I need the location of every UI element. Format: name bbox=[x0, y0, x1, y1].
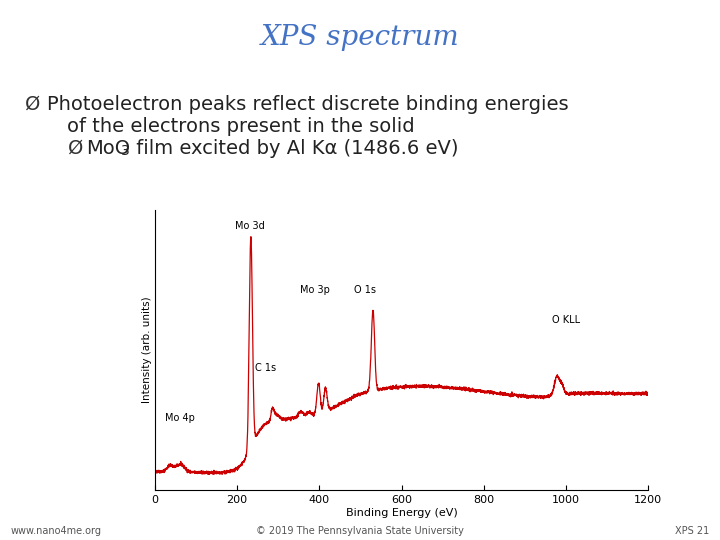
Text: Mo 3p: Mo 3p bbox=[300, 285, 330, 295]
Text: XPS 21: XPS 21 bbox=[675, 525, 709, 536]
X-axis label: Binding Energy (eV): Binding Energy (eV) bbox=[346, 508, 457, 518]
Text: XPS spectrum: XPS spectrum bbox=[261, 24, 459, 51]
Text: Photoelectron peaks reflect discrete binding energies: Photoelectron peaks reflect discrete bin… bbox=[47, 95, 569, 114]
Text: C 1s: C 1s bbox=[256, 363, 276, 373]
Text: 3: 3 bbox=[121, 144, 130, 158]
Text: Mo 3d: Mo 3d bbox=[235, 221, 265, 231]
Text: Ø: Ø bbox=[25, 95, 40, 114]
Text: film excited by Al Kα (1486.6 eV): film excited by Al Kα (1486.6 eV) bbox=[130, 139, 459, 158]
Text: Ø: Ø bbox=[68, 139, 84, 158]
Text: www.nano4me.org: www.nano4me.org bbox=[11, 525, 102, 536]
Text: O 1s: O 1s bbox=[354, 285, 376, 295]
Text: of the electrons present in the solid: of the electrons present in the solid bbox=[67, 117, 415, 136]
Text: © 2019 The Pennsylvania State University: © 2019 The Pennsylvania State University bbox=[256, 525, 464, 536]
Text: Mo 4p: Mo 4p bbox=[165, 413, 194, 423]
Text: O KLL: O KLL bbox=[552, 315, 580, 325]
Text: MoO: MoO bbox=[86, 139, 130, 158]
Y-axis label: Intensity (arb. units): Intensity (arb. units) bbox=[143, 296, 152, 403]
